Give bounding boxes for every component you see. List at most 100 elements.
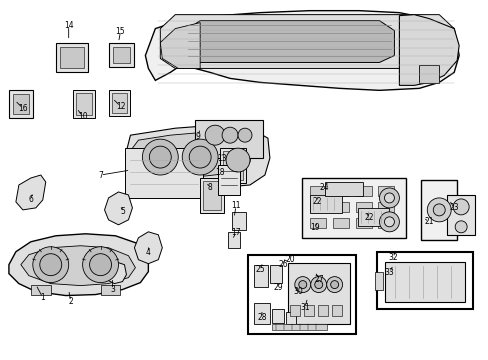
Text: 14: 14 [64, 21, 73, 30]
Text: 3: 3 [110, 285, 115, 294]
Circle shape [452, 199, 468, 215]
Bar [220, 148, 245, 183]
Bar [301, 178, 406, 238]
Polygon shape [132, 132, 251, 176]
Bar [13, 94, 29, 114]
Bar [195, 120, 263, 158]
Text: 31: 31 [299, 303, 309, 312]
Circle shape [205, 125, 224, 145]
Bar [9, 90, 33, 118]
Text: 33: 33 [384, 268, 393, 277]
Bar [317, 305, 327, 316]
Circle shape [384, 193, 394, 203]
Polygon shape [160, 23, 200, 68]
Bar [218, 165, 240, 195]
Bar [253, 302, 269, 324]
Text: 24: 24 [319, 184, 329, 193]
Bar [355, 202, 371, 212]
Text: 15: 15 [116, 27, 125, 36]
Circle shape [225, 148, 249, 172]
Bar [378, 218, 394, 228]
Text: 32: 32 [388, 253, 397, 262]
Bar [303, 305, 313, 316]
Circle shape [384, 217, 394, 227]
Text: 9: 9 [195, 132, 200, 141]
Bar [31, 285, 51, 294]
Circle shape [379, 212, 399, 232]
Circle shape [454, 221, 466, 233]
Circle shape [149, 146, 171, 168]
Circle shape [314, 280, 322, 289]
Polygon shape [160, 15, 453, 68]
Bar [76, 93, 91, 115]
Bar [355, 186, 371, 196]
Polygon shape [399, 15, 458, 85]
Bar [309, 218, 325, 228]
Bar [378, 202, 394, 212]
Bar [112, 46, 130, 63]
Bar [111, 93, 127, 113]
Bar [56, 42, 87, 72]
Bar [332, 202, 348, 212]
Text: 4: 4 [145, 248, 150, 257]
Bar [309, 202, 325, 212]
Text: 27: 27 [314, 275, 324, 284]
Circle shape [238, 128, 251, 142]
Bar [378, 186, 394, 196]
Polygon shape [21, 246, 135, 285]
Bar [289, 305, 299, 316]
Bar [324, 182, 362, 196]
Circle shape [89, 254, 111, 276]
Circle shape [182, 139, 218, 175]
Text: 11: 11 [231, 201, 240, 210]
Bar [125, 148, 203, 198]
Text: 17: 17 [231, 228, 241, 237]
Bar [385, 262, 464, 302]
Circle shape [142, 139, 178, 175]
Bar [108, 42, 134, 67]
Text: 6: 6 [28, 195, 33, 204]
Text: 20: 20 [285, 255, 294, 264]
Bar [285, 312, 295, 324]
Polygon shape [9, 234, 148, 296]
Text: 12: 12 [116, 102, 125, 111]
Bar [332, 186, 348, 196]
Circle shape [379, 188, 399, 208]
Bar [309, 186, 325, 196]
Text: 8: 8 [207, 184, 212, 193]
Bar [421, 180, 456, 240]
Bar [108, 90, 130, 116]
Text: 22: 22 [364, 213, 373, 222]
Polygon shape [185, 21, 394, 62]
Bar [203, 181, 221, 210]
Text: 21: 21 [424, 217, 433, 226]
Bar [332, 218, 348, 228]
Bar [419, 66, 438, 84]
Text: 22: 22 [312, 197, 322, 206]
Bar [73, 90, 94, 118]
Polygon shape [145, 11, 458, 90]
Bar [287, 263, 349, 324]
Text: 25: 25 [255, 265, 264, 274]
Circle shape [189, 146, 211, 168]
Bar [309, 195, 341, 213]
Circle shape [33, 247, 68, 283]
Polygon shape [104, 192, 132, 225]
Text: 18: 18 [215, 167, 224, 176]
Polygon shape [134, 232, 162, 264]
Text: 1: 1 [41, 293, 45, 302]
Text: 7: 7 [98, 171, 103, 180]
Polygon shape [16, 175, 46, 210]
Text: 16: 16 [18, 104, 28, 113]
Circle shape [427, 198, 450, 222]
Circle shape [310, 276, 326, 293]
Polygon shape [104, 262, 126, 284]
Polygon shape [125, 125, 269, 188]
Text: 10: 10 [78, 112, 87, 121]
Circle shape [294, 276, 310, 293]
Circle shape [326, 276, 342, 293]
Text: 5: 5 [120, 207, 124, 216]
Circle shape [432, 204, 444, 216]
Text: 2: 2 [68, 297, 73, 306]
Bar [357, 208, 388, 226]
